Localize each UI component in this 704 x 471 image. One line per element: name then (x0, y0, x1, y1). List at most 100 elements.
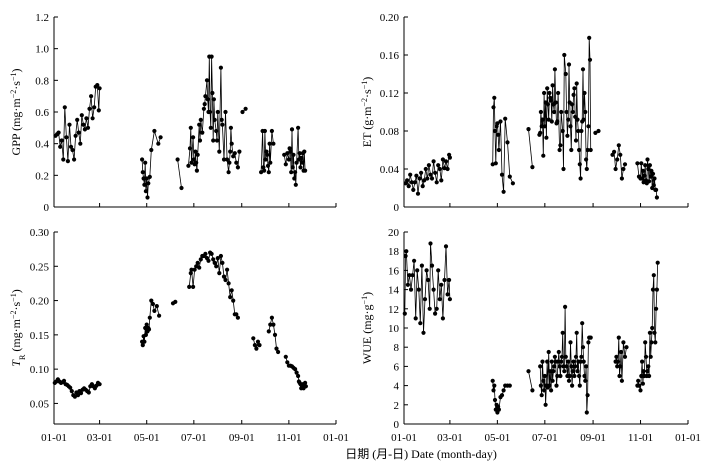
wue-data-point (616, 335, 621, 340)
wue-data-point (636, 378, 641, 383)
gpp-data-point (179, 185, 184, 191)
gpp-data-point (302, 149, 307, 154)
wue-data-point (538, 364, 543, 369)
et-data-point (563, 71, 568, 77)
tr-data-point (285, 360, 290, 365)
et-data-point (570, 109, 575, 115)
et-data-point (540, 117, 545, 122)
et-data-point (443, 159, 449, 164)
wue-y-axis-label: WUE (mg·g−1) (360, 292, 375, 364)
wue-data-point (569, 364, 574, 369)
et-data-point (437, 166, 442, 172)
wue-data-point (550, 378, 555, 383)
tr-data-point (197, 265, 202, 270)
tr-x-tick-label: 01-01 (41, 432, 67, 444)
et-data-point (545, 102, 551, 107)
tr-data-point (223, 277, 228, 283)
et-y-tick-label: 0.04 (380, 164, 400, 176)
gpp-data-point (293, 182, 298, 187)
tr-data-point (188, 271, 193, 276)
wue-data-point (490, 378, 495, 383)
gpp-data-point (218, 65, 223, 70)
tr-data-point (78, 391, 84, 396)
gpp-data-point (89, 94, 94, 99)
tr-data-point (257, 343, 262, 348)
wue-data-point (541, 378, 546, 383)
et-data-point (593, 130, 598, 135)
wue-data-point (526, 369, 531, 374)
tr-data-point (269, 315, 274, 320)
gpp-data-point (211, 97, 216, 102)
gpp-data-point (147, 174, 152, 179)
gpp-data-point (229, 141, 234, 146)
wue-data-point (437, 297, 442, 302)
gpp-data-point (62, 105, 67, 110)
tr-data-point (206, 258, 211, 263)
wue-data-point (551, 369, 556, 374)
et-data-point (538, 130, 543, 135)
wue-data-point (654, 306, 659, 311)
et-data-point (566, 62, 572, 67)
et-data-point (447, 155, 452, 160)
tr-data-point (150, 301, 155, 307)
gpp-data-point (225, 157, 230, 162)
et-data-point (583, 109, 588, 115)
gpp-data-point (228, 149, 233, 154)
et-data-point (639, 161, 644, 166)
wue-data-point (556, 349, 561, 355)
wue-data-point (428, 241, 433, 246)
et-data-point (622, 162, 628, 167)
tr-data-point (266, 329, 271, 334)
gpp-data-point (90, 116, 95, 121)
et-data-point (568, 124, 573, 129)
wue-series-line-5 (637, 262, 659, 391)
tr-data-point (231, 298, 236, 303)
et-data-point (596, 128, 601, 134)
et-data-point (581, 117, 586, 122)
et-data-point (553, 100, 558, 105)
tr-data-point (252, 343, 257, 348)
tr-data-point (283, 354, 288, 359)
wue-data-point (574, 330, 579, 335)
gpp-data-point (262, 128, 267, 134)
tr-y-tick-label: 0.30 (30, 227, 50, 239)
wue-data-point (499, 393, 505, 398)
et-data-point (550, 83, 555, 88)
wue-x-tick-label: 09-01 (580, 432, 606, 444)
gpp-data-point (267, 141, 272, 146)
et-data-point (585, 147, 590, 153)
gpp-data-point (191, 135, 196, 140)
gpp-data-point (215, 109, 220, 115)
et-data-point (510, 181, 515, 186)
tr-data-point (212, 260, 217, 265)
tr-data-point (225, 267, 230, 272)
et-data-point (646, 166, 651, 172)
gpp-data-point (208, 125, 213, 130)
tr-data-point (276, 349, 281, 355)
et-data-point (587, 35, 592, 41)
gpp-data-point (271, 141, 276, 146)
tr-data-point (69, 389, 74, 394)
wue-data-point (636, 383, 642, 388)
et-data-point (503, 116, 508, 121)
wue-data-point (557, 364, 562, 369)
et-y-tick-label: 0 (394, 202, 400, 214)
et-data-point (566, 117, 571, 122)
et-data-point (425, 176, 430, 181)
tr-data-point (146, 327, 152, 332)
gpp-data-point (191, 157, 196, 162)
wue-data-point (412, 258, 417, 263)
et-data-point (587, 57, 593, 62)
et-data-point (619, 176, 625, 181)
et-data-point (612, 149, 617, 154)
wue-data-point (566, 378, 572, 383)
wue-data-point (405, 282, 410, 287)
gpp-data-point (92, 105, 97, 110)
panel-wue: 0 2 4 6 8 10 12 14 16 18 20 01-01 03-01 05-01 07-01 09-… (360, 227, 701, 444)
et-data-point (584, 166, 589, 172)
wue-data-point (548, 369, 553, 374)
et-data-point (652, 176, 657, 181)
et-series-line-1 (492, 97, 514, 192)
wue-data-point (560, 330, 565, 335)
wue-data-point (501, 388, 506, 393)
